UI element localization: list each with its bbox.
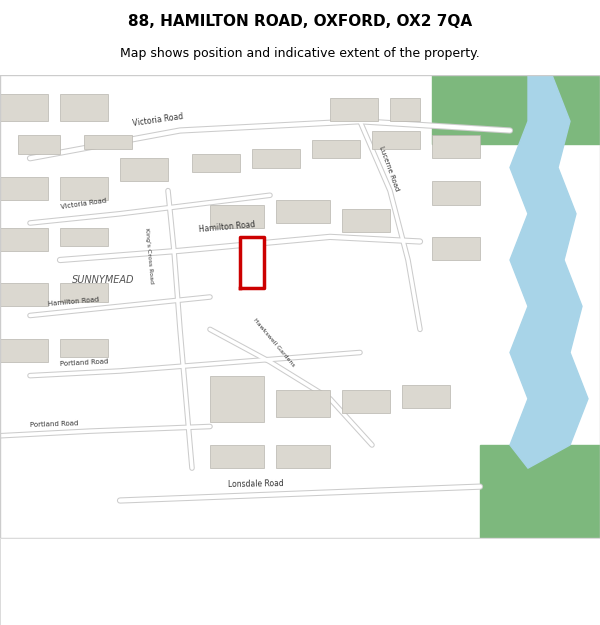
Polygon shape [276,445,330,468]
Polygon shape [402,385,450,408]
Polygon shape [84,135,132,149]
Text: Hawkswell Gardens: Hawkswell Gardens [252,317,295,368]
Text: Hamilton Road: Hamilton Road [48,297,100,308]
Polygon shape [120,158,168,181]
Polygon shape [252,149,300,168]
Polygon shape [276,200,330,223]
Text: Lucerne Road: Lucerne Road [378,145,400,192]
Text: SUNNYMEAD: SUNNYMEAD [72,275,134,285]
Polygon shape [312,140,360,158]
Text: 88, HAMILTON ROAD, OXFORD, OX2 7QA: 88, HAMILTON ROAD, OXFORD, OX2 7QA [128,14,472,29]
Polygon shape [210,376,264,422]
Polygon shape [0,177,48,200]
Polygon shape [390,98,420,121]
Text: Portland Road: Portland Road [30,420,79,428]
Text: Map shows position and indicative extent of the property.: Map shows position and indicative extent… [120,48,480,61]
Polygon shape [432,135,480,158]
Text: Lonsdale Road: Lonsdale Road [228,479,284,489]
Text: Portland Road: Portland Road [60,359,109,368]
Polygon shape [60,94,108,121]
Polygon shape [60,283,108,302]
Text: Victoria Road: Victoria Road [60,198,107,210]
Text: Hamilton Road: Hamilton Road [198,221,255,234]
Polygon shape [342,209,390,232]
Polygon shape [0,339,48,362]
Polygon shape [0,283,48,306]
Polygon shape [60,228,108,246]
Polygon shape [342,389,390,412]
Polygon shape [0,228,48,251]
Polygon shape [432,237,480,260]
Polygon shape [432,181,480,204]
Text: Victoria Road: Victoria Road [132,112,184,128]
Polygon shape [240,237,264,288]
Polygon shape [276,389,330,418]
Polygon shape [330,98,378,121]
Polygon shape [60,339,108,357]
Polygon shape [510,75,588,468]
Polygon shape [210,445,264,468]
Text: King's Cross Road: King's Cross Road [144,228,154,284]
Polygon shape [0,94,48,121]
Polygon shape [480,445,600,538]
Text: Contains OS data © Crown copyright and database right 2021. This information is : Contains OS data © Crown copyright and d… [12,553,588,598]
Polygon shape [60,177,108,200]
Polygon shape [210,204,264,228]
Polygon shape [18,135,60,154]
Polygon shape [372,131,420,149]
Polygon shape [432,75,600,144]
Polygon shape [192,154,240,172]
